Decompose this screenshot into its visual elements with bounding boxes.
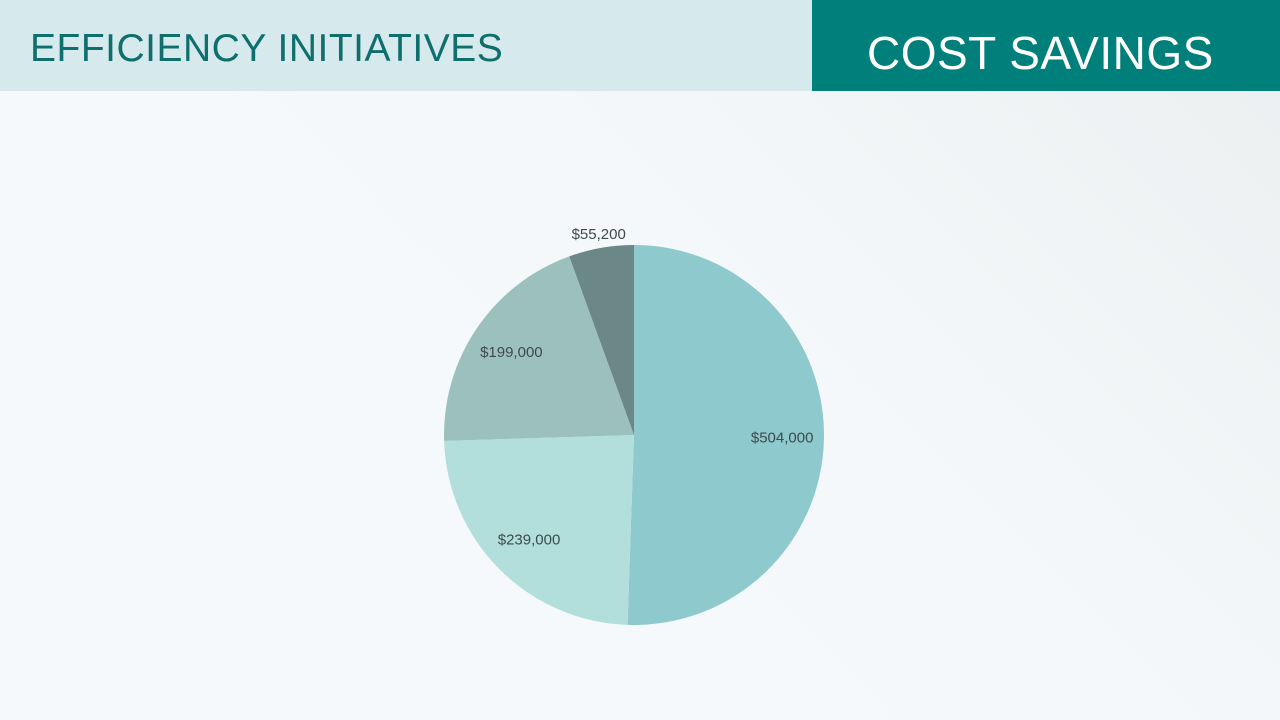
- slide-title: COST SAVINGS: [867, 27, 1214, 79]
- pie-data-label-3: $199,000: [480, 344, 543, 361]
- pie-data-label-1: $504,000: [751, 430, 814, 447]
- pie-slice-4: [569, 245, 634, 435]
- header-right-bar: COST SAVINGS: [812, 0, 1280, 91]
- pie-slice-2: [444, 435, 634, 625]
- pie-data-label-4: $55,200: [572, 226, 626, 243]
- pie-slice-3: [444, 256, 634, 441]
- pie-data-label-2: $239,000: [498, 532, 561, 549]
- header-left-bar: EFFICIENCY INITIATIVES: [0, 0, 812, 91]
- section-title: EFFICIENCY INITIATIVES: [30, 27, 504, 70]
- pie-slice-1: [627, 245, 825, 626]
